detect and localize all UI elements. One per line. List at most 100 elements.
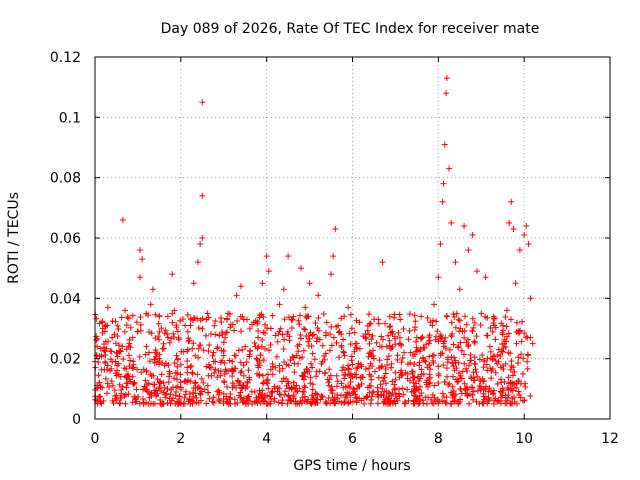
band-point — [404, 386, 411, 393]
band-point — [402, 369, 409, 376]
band-point — [206, 342, 213, 349]
band-point — [443, 394, 450, 401]
band-point — [366, 340, 373, 347]
band-point — [157, 400, 164, 407]
band-point — [326, 366, 333, 373]
band-point — [109, 382, 116, 389]
band-point — [150, 400, 157, 407]
band-point — [410, 400, 417, 407]
data-point-0-93 — [439, 198, 446, 205]
band-point — [452, 324, 459, 331]
band-point — [411, 312, 418, 319]
band-point — [505, 380, 512, 387]
data-point-0-8 — [109, 334, 116, 341]
x-tick-label-6: 12 — [601, 431, 619, 447]
band-point — [519, 370, 526, 377]
data-point-0-120 — [525, 241, 532, 248]
band-point — [470, 388, 477, 395]
band-point — [307, 374, 314, 381]
band-point — [299, 388, 306, 395]
band-point — [345, 399, 352, 406]
band-point — [246, 353, 253, 360]
band-point — [341, 352, 348, 359]
band-point — [348, 357, 355, 364]
y-tick-label-6: 0.12 — [50, 50, 81, 66]
band-point — [309, 350, 316, 357]
band-point — [454, 344, 461, 351]
band-point — [387, 329, 394, 336]
band-point — [507, 316, 514, 323]
data-point-0-20 — [147, 301, 154, 308]
band-point — [367, 400, 374, 407]
band-point — [193, 399, 200, 406]
band-point — [226, 357, 233, 364]
band-point — [416, 383, 423, 390]
band-point — [426, 361, 433, 368]
band-point — [162, 394, 169, 401]
band-point — [278, 378, 285, 385]
band-point — [306, 368, 313, 375]
data-point-0-35 — [199, 235, 206, 241]
band-point — [169, 319, 176, 326]
band-point — [301, 397, 308, 404]
band-point — [257, 400, 264, 407]
band-point — [200, 347, 207, 354]
band-point — [520, 355, 527, 362]
band-point — [378, 333, 385, 340]
band-point — [479, 352, 486, 359]
band-point — [255, 343, 262, 350]
y-tick-label-4: 0.08 — [50, 171, 81, 187]
data-point-0-70 — [336, 328, 343, 335]
band-point — [253, 397, 260, 404]
band-point — [302, 384, 309, 391]
band-point — [494, 398, 501, 405]
band-point — [122, 400, 129, 407]
band-point — [129, 373, 136, 380]
band-point — [515, 360, 522, 367]
band-point — [141, 383, 148, 390]
band-point — [518, 338, 525, 345]
band-point — [210, 394, 217, 401]
band-point — [439, 390, 446, 397]
band-point — [356, 319, 363, 326]
data-point-0-75 — [358, 361, 365, 368]
x-tick-label-0: 0 — [91, 431, 100, 447]
band-point — [242, 400, 249, 407]
band-point — [294, 343, 301, 350]
band-point — [483, 361, 490, 368]
band-point — [299, 354, 306, 361]
band-point — [195, 354, 202, 361]
band-point — [237, 359, 244, 366]
band-point — [435, 372, 442, 379]
data-point-0-40 — [212, 331, 219, 338]
band-point — [214, 345, 221, 352]
band-point — [276, 368, 283, 375]
band-point — [483, 332, 490, 339]
band-point — [268, 389, 275, 396]
band-point — [212, 366, 219, 373]
band-point — [405, 361, 412, 368]
band-point — [259, 395, 266, 402]
band-point — [507, 386, 514, 393]
band-point — [374, 384, 381, 391]
band-point — [326, 382, 333, 389]
band-point — [96, 393, 103, 400]
band-point — [143, 343, 150, 350]
band-point — [379, 336, 386, 343]
band-point — [456, 328, 463, 335]
band-point — [449, 360, 456, 367]
band-point — [459, 368, 466, 375]
band-point — [330, 334, 337, 341]
band-point — [305, 338, 312, 345]
band-point — [184, 311, 191, 318]
data-point-0-81 — [383, 343, 390, 350]
band-point — [427, 319, 434, 326]
band-point — [446, 380, 453, 387]
band-point — [476, 376, 483, 383]
band-point — [234, 377, 241, 384]
band-point — [125, 352, 132, 359]
band-point — [189, 370, 196, 377]
band-point — [476, 400, 483, 407]
band-point — [445, 381, 452, 388]
band-point — [490, 387, 497, 394]
